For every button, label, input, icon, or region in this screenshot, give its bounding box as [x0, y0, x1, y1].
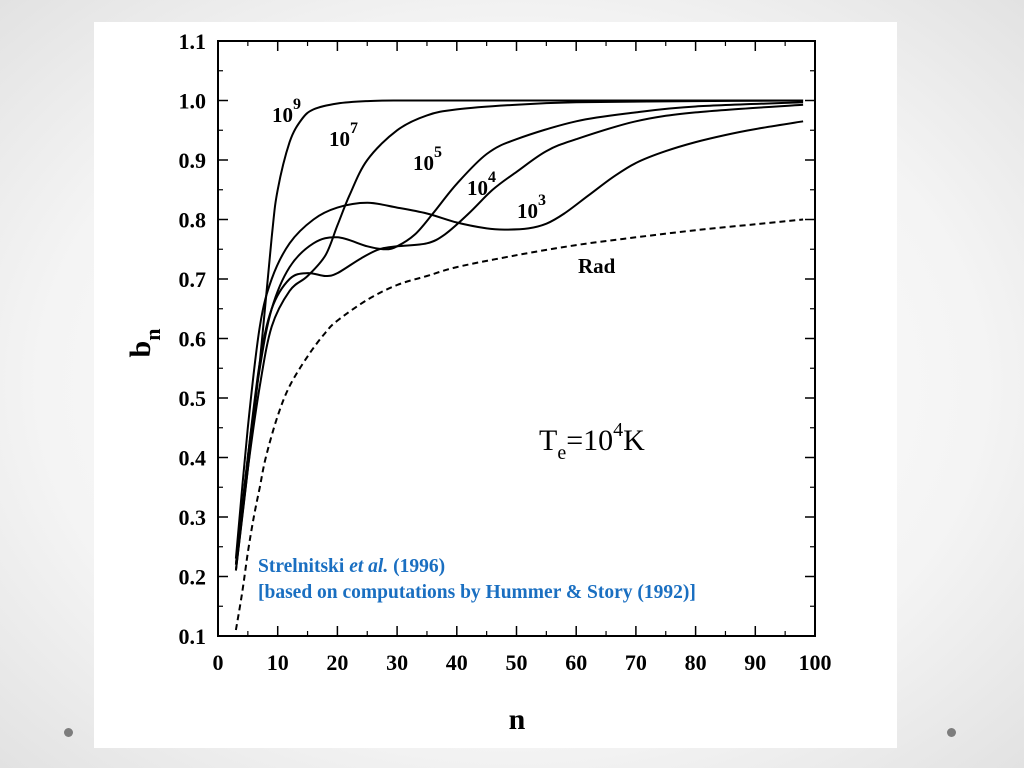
x-tick-label: 50: [506, 650, 528, 675]
y-tick-label: 0.2: [179, 565, 207, 590]
y-tick-label: 1.1: [179, 29, 207, 54]
axis-ticks: [217, 40, 816, 637]
x-tick-label: 10: [267, 650, 289, 675]
slide-panel: [94, 22, 897, 748]
x-tick-label: 30: [386, 650, 408, 675]
x-tick-label: 80: [685, 650, 707, 675]
y-tick-label: 1.0: [179, 89, 207, 114]
curve-label-10-3: 103: [517, 192, 546, 223]
x-tick-label: 20: [326, 650, 348, 675]
y-axis-label: bn: [124, 329, 165, 358]
next-slide-dot[interactable]: [947, 728, 956, 737]
y-tick-label: 0.1: [179, 624, 207, 649]
y-tick-label: 0.7: [179, 267, 207, 292]
citation-line-2: [based on computations by Hummer & Story…: [258, 582, 696, 603]
y-tick-label: 0.3: [179, 505, 207, 530]
series-line-10-3: [234, 120, 804, 559]
x-tick-label: 90: [744, 650, 766, 675]
citation-line-1: Strelnitski et al. (1996): [258, 556, 446, 577]
y-tick-label: 0.9: [179, 148, 207, 173]
curve-label-10-9: 109: [272, 96, 301, 127]
x-tick-label: 100: [799, 650, 832, 675]
x-tick-label: 70: [625, 650, 647, 675]
series-line-10-7: [234, 99, 804, 571]
x-axis-label: n: [509, 703, 526, 736]
y-axis-label-subscript: n: [140, 329, 165, 341]
series-line-10-5: [234, 101, 804, 565]
curves: [234, 99, 804, 631]
y-axis-label-base: b: [124, 341, 157, 358]
x-tick-label: 60: [565, 650, 587, 675]
citation: Strelnitski et al. (1996) [based on comp…: [258, 554, 696, 606]
y-tick-label: 0.8: [179, 208, 207, 233]
curve-label-10-7: 107: [329, 120, 358, 151]
curve-label-rad: Rad: [578, 254, 616, 278]
plot-frame: [217, 40, 816, 637]
series-line-rad: [234, 218, 804, 631]
x-tick-label: 0: [213, 650, 224, 675]
temperature-annotation: Te=104K: [539, 419, 645, 464]
x-tick-label: 40: [446, 650, 468, 675]
y-tick-label: 0.4: [179, 446, 207, 471]
series-line-10-4: [234, 103, 804, 565]
axis-tick-labels: 0 10 20 30 40 50 60 70 80 90 100 0.1 0.2 0.3 0.4 0.5 0.6…: [179, 29, 832, 675]
curve-label-10-4: 104: [467, 169, 496, 200]
prev-slide-dot[interactable]: [64, 728, 73, 737]
curve-label-10-5: 105: [413, 144, 442, 175]
y-tick-label: 0.6: [179, 327, 207, 352]
curve-labels: 109 107 105 104 103 Rad: [272, 96, 616, 278]
y-tick-label: 0.5: [179, 386, 207, 411]
